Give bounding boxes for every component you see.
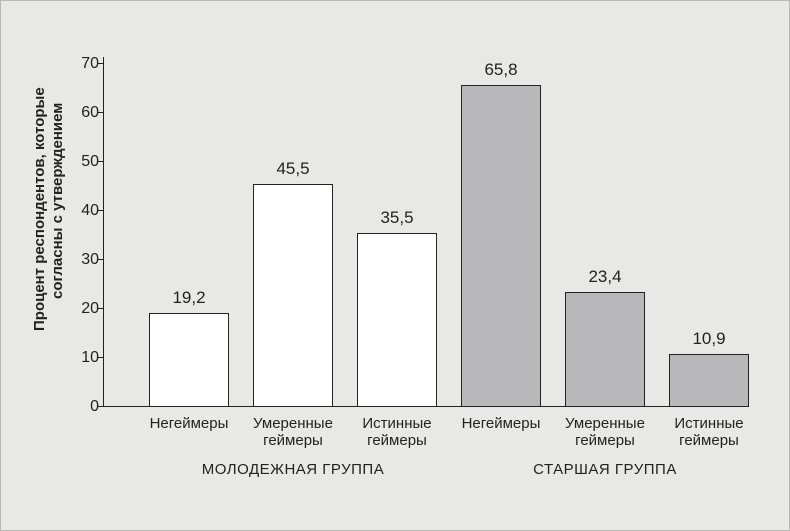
ytick-mark bbox=[98, 308, 103, 309]
ytick-mark bbox=[98, 63, 103, 64]
ytick-label: 0 bbox=[59, 398, 99, 416]
ytick-mark bbox=[98, 112, 103, 113]
ytick-mark bbox=[98, 357, 103, 358]
bar-value-label: 23,4 bbox=[566, 267, 644, 287]
group-label: СТАРШАЯ ГРУППА bbox=[461, 461, 749, 478]
bar: 19,2 bbox=[149, 313, 229, 407]
group-label: МОЛОДЕЖНАЯ ГРУППА bbox=[149, 461, 437, 478]
category-label: Негеймеры bbox=[134, 415, 244, 432]
bar-value-label: 19,2 bbox=[150, 288, 228, 308]
category-label: Умеренныегеймеры bbox=[550, 415, 660, 450]
y-axis-label-line2: согласны с утверждением bbox=[49, 103, 67, 299]
category-label: Истинныегеймеры bbox=[342, 415, 452, 450]
category-label: Негеймеры bbox=[446, 415, 556, 432]
y-axis bbox=[103, 57, 104, 407]
ytick-mark bbox=[98, 210, 103, 211]
y-axis-label-line1: Процент респондентов, которые bbox=[31, 87, 49, 331]
bar: 65,8 bbox=[461, 85, 541, 407]
ytick-label: 70 bbox=[59, 55, 99, 73]
ytick-label: 20 bbox=[59, 300, 99, 318]
category-label: Умеренныегеймеры bbox=[238, 415, 348, 450]
bar: 45,5 bbox=[253, 184, 333, 407]
plot-area: 010203040506070 19,245,535,565,823,410,9… bbox=[83, 37, 747, 407]
bar: 10,9 bbox=[669, 354, 749, 407]
bar-value-label: 10,9 bbox=[670, 329, 748, 349]
ytick-label: 10 bbox=[59, 349, 99, 367]
bar-value-label: 45,5 bbox=[254, 159, 332, 179]
bar: 35,5 bbox=[357, 233, 437, 407]
bar: 23,4 bbox=[565, 292, 645, 407]
ytick-mark bbox=[98, 406, 103, 407]
ytick-mark bbox=[98, 259, 103, 260]
bar-value-label: 65,8 bbox=[462, 60, 540, 80]
bar-value-label: 35,5 bbox=[358, 208, 436, 228]
category-label: Истинныегеймеры bbox=[654, 415, 764, 450]
ytick-mark bbox=[98, 161, 103, 162]
chart-frame: { "chart": { "type": "bar", "background_… bbox=[0, 0, 790, 531]
